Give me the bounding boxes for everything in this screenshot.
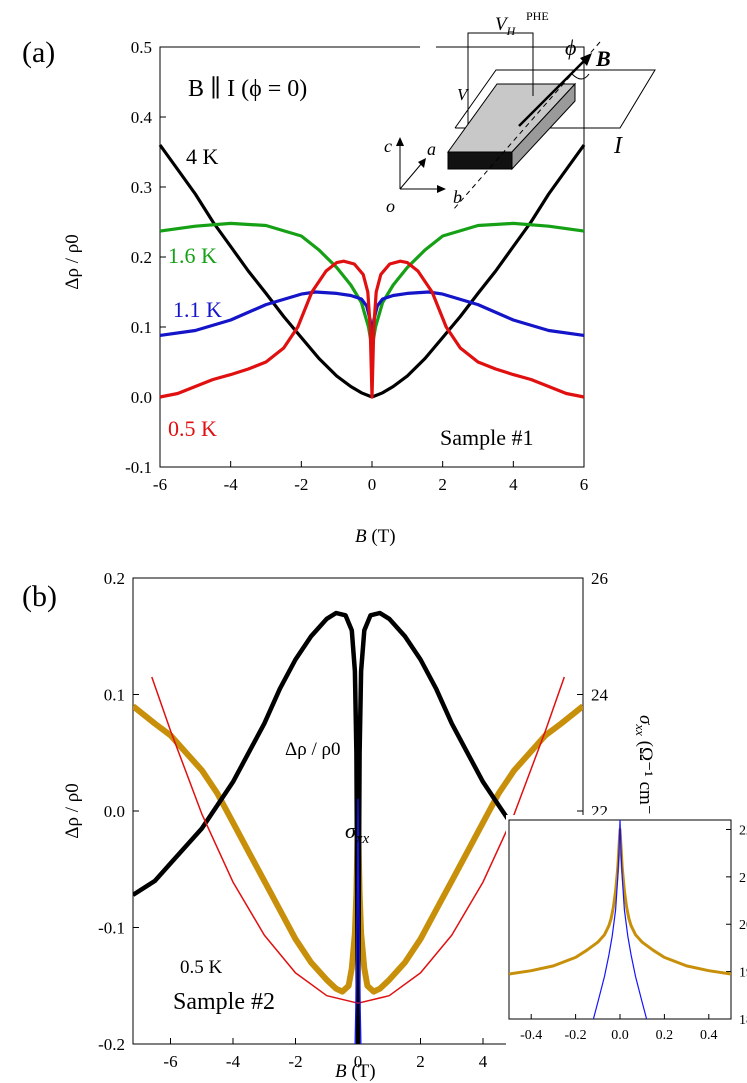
inset-y-ticks: 18 19 20 21 22 xyxy=(726,823,747,1028)
panel-b-x-ticks: -6 -4 -2 0 2 4 xyxy=(163,1038,488,1071)
a-axis-label: a xyxy=(427,139,436,159)
x-tick-label: -4 xyxy=(224,475,239,494)
x-tick-label: -2 xyxy=(288,1052,302,1071)
y-tick-label: 0.2 xyxy=(131,248,152,267)
y-tick-label: 0.5 xyxy=(131,38,152,57)
y-tick-label: 24 xyxy=(591,685,609,704)
panel-b-series xyxy=(133,610,583,1044)
x-tick-label: 0 xyxy=(354,1052,363,1071)
inset-series xyxy=(509,820,731,1019)
x-tick-label: -2 xyxy=(294,475,308,494)
panel-b-x-label: B (T) xyxy=(335,1061,376,1082)
x-tick-label: -0.2 xyxy=(565,1028,587,1043)
inset-x-ticks: -0.4 -0.2 0.0 0.2 0.4 xyxy=(520,1014,718,1043)
label-1-6k: 1.6 K xyxy=(168,243,217,268)
v-label: V xyxy=(457,85,470,104)
y-tick-label: -0.2 xyxy=(98,1035,125,1054)
x-tick-label: 6 xyxy=(580,475,589,494)
x-tick-label: -6 xyxy=(163,1052,177,1071)
sample-front-face xyxy=(447,151,513,170)
inset-background xyxy=(506,815,744,1045)
panel-a-x-ticks: -6 -4 -2 0 2 4 6 xyxy=(153,461,588,494)
y-tick-label: 0.1 xyxy=(131,318,152,337)
phi-arc xyxy=(571,73,590,80)
b-axis-arrow xyxy=(437,185,446,193)
label-4k: 4 K xyxy=(186,144,219,169)
y-tick-label: 0.1 xyxy=(104,685,125,704)
vh-label: VH xyxy=(495,14,517,38)
y-tick-label: 21 xyxy=(739,871,747,886)
panel-a-y-label: Δρ / ρ0 xyxy=(62,234,83,289)
b-vector-label: B xyxy=(595,46,611,71)
label-0-5k: 0.5 K xyxy=(168,416,217,441)
y-tick-label: -0.1 xyxy=(98,918,125,937)
series-delta-rho xyxy=(133,610,583,1044)
panel-b-sample-label: Sample #2 xyxy=(173,989,275,1015)
y-tick-label: 20 xyxy=(739,918,747,933)
c-axis-arrow xyxy=(396,137,404,146)
panel-b-left-y-label: Δρ / ρ0 xyxy=(62,783,83,838)
x-tick-label: 2 xyxy=(416,1052,425,1071)
panel-a-y-ticks: -0.1 0.0 0.1 0.2 0.3 0.4 0.5 xyxy=(125,38,166,477)
x-tick-label: 0.4 xyxy=(700,1028,718,1043)
y-tick-label: 0.0 xyxy=(104,802,125,821)
b-field-arrow xyxy=(518,59,586,127)
panel-a-label: (a) xyxy=(22,36,55,69)
vh-leads xyxy=(467,32,534,124)
sample-side-face xyxy=(511,82,576,171)
a-axis-arrow xyxy=(418,158,426,168)
x-tick-label: -4 xyxy=(226,1052,241,1071)
series-cusp-fit xyxy=(354,798,362,1044)
inset-series-cusp-fit xyxy=(592,820,648,1019)
panel-a-sample-label: Sample #1 xyxy=(440,425,534,450)
a-axis xyxy=(399,162,423,190)
b-arrow-head xyxy=(580,53,592,66)
x-tick-label: -6 xyxy=(153,475,167,494)
y-tick-label: 0.2 xyxy=(104,569,125,588)
x-tick-label: 0 xyxy=(368,475,377,494)
panel-b-left-y-ticks: -0.2 -0.1 0.0 0.1 0.2 xyxy=(98,569,139,1054)
y-tick-label: 26 xyxy=(591,569,608,588)
x-tick-label: 0.2 xyxy=(656,1028,674,1043)
y-tick-label: -0.1 xyxy=(125,458,152,477)
phi-label: ϕ xyxy=(565,35,576,60)
panel-a-x-label: B (T) xyxy=(355,526,396,547)
i-label: I xyxy=(613,133,623,159)
vh-superscript: PHE xyxy=(526,9,549,23)
y-tick-label: 0.3 xyxy=(131,178,152,197)
x-tick-label: 4 xyxy=(509,475,518,494)
series-1-1k xyxy=(159,290,585,343)
sample-schematic: ϕ B VH PHE V I c a b o xyxy=(384,9,656,216)
panel-b-right-y-label: σxx (Ω⁻¹ cm⁻¹) xyxy=(633,715,656,827)
y-tick-label: 0.4 xyxy=(131,108,153,127)
origin-label: o xyxy=(386,196,395,216)
y-tick-label: 19 xyxy=(739,966,747,981)
panel-a: (a) -6 -4 -2 0 2 4 6 -0.1 0.0 0.1 0.2 0.3 0.4 0.5 B … xyxy=(22,9,656,547)
panel-b-label: (b) xyxy=(22,580,57,613)
panel-a-series xyxy=(158,144,586,399)
series-0-5k xyxy=(159,259,585,399)
label-1-1k: 1.1 K xyxy=(173,297,222,322)
y-tick-label: 0.0 xyxy=(131,388,152,407)
series-parabolic-fit xyxy=(151,676,566,1004)
y-tick-label: 22 xyxy=(739,823,747,838)
curve-rho-label: Δρ / ρ0 xyxy=(285,739,340,760)
x-tick-label: 4 xyxy=(479,1052,488,1071)
x-tick-label: 2 xyxy=(438,475,447,494)
current-plane xyxy=(454,69,656,129)
y-tick-label: 18 xyxy=(739,1013,747,1028)
x-tick-label: -0.4 xyxy=(520,1028,542,1043)
panel-a-title: B ∥ I (ϕ = 0) xyxy=(188,76,307,102)
x-tick-label: 0.0 xyxy=(611,1028,629,1043)
b-axis-label: b xyxy=(453,187,462,207)
curve-sigma-label: σxx xyxy=(345,818,370,847)
temperature-label: 0.5 K xyxy=(180,957,223,978)
c-axis-label: c xyxy=(384,136,392,156)
